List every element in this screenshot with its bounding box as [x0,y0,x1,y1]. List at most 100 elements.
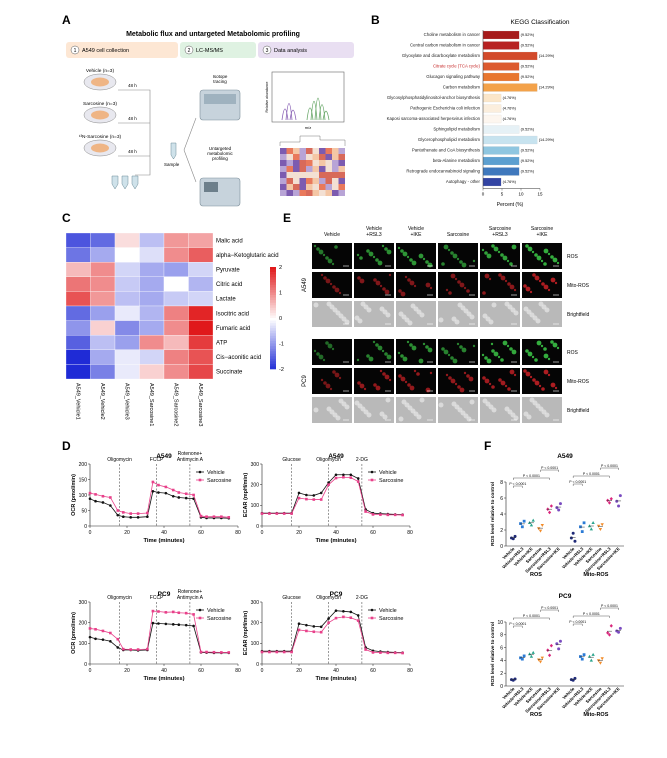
cell-signal [488,277,492,281]
cell-signal [547,357,551,361]
injection-label: Oligomycin [316,595,341,601]
cell-signal [509,262,513,266]
kegg-bar-value-label: (9.52%) [521,44,535,48]
cell-signal [409,258,413,262]
group-label: Vehicle (n=3) [86,68,115,74]
colorbar-segment [270,279,276,283]
kegg-title: KEGG Classification [511,19,570,26]
colorbar-segment [270,274,276,278]
series-point [116,637,120,641]
cell-signal [447,353,451,357]
cell-signal [543,353,549,359]
cell-signal [550,340,554,344]
series-point [151,489,155,493]
cell-signal [316,247,320,251]
mini-heatmap-cell [319,160,326,166]
heatmap-row-label: ATP [216,341,227,347]
series-point [151,480,155,484]
condition-label: Sarcosine +RSL3 [489,226,511,238]
kegg-x-tick-label: 0 [482,192,485,197]
colorbar-segment [270,320,276,324]
series-point [349,610,353,614]
series-point [109,496,112,499]
series-point [349,616,353,620]
ros-point [547,653,552,658]
p-value-label: P < 0.0001 [569,480,586,484]
series-point [192,624,195,628]
cell-signal [381,349,385,353]
legend-label: Sarcosine [379,478,403,484]
series-point [109,504,112,507]
kegg-category-label: Retrograde endocannabinoid signaling [406,169,480,174]
significance-bracket [540,469,559,472]
cell-signal [334,287,340,293]
cell-signal [507,387,511,391]
cell-signal [429,371,433,375]
injection-label: Glucose [282,457,301,463]
series-point [157,622,160,625]
p-value-label: P < 0.0001 [541,466,558,470]
series-line [89,481,229,518]
ms-ylabel: Relative abundance [265,81,269,112]
flow-lines [118,89,151,176]
mini-heatmap-cell [319,190,326,196]
heatmap-cell [65,232,91,248]
series-point [94,493,97,496]
legend-marker [370,470,374,474]
significance-bracket [572,483,583,486]
cell-signal [454,382,458,386]
cell-signal [366,307,372,313]
p-value-label: P < 0.0001 [583,472,600,476]
series-point [136,512,140,515]
cell-signal [316,352,320,356]
legend-marker [370,608,374,612]
cell-signal [547,288,551,292]
spectrum-peak [306,107,314,121]
x-tick-label: 0 [261,530,264,536]
lcms-instrument-icon [199,89,241,207]
series-point [157,491,160,494]
kegg-category-label: Kaposi sarcoma-associated herpesvirus in… [387,116,481,121]
mini-heatmap-cell [299,172,306,178]
cell-signal [443,349,449,355]
isotope-label: Isotope tracing [213,74,228,84]
ros-point [549,643,553,648]
cell-signal [457,280,461,284]
kegg-category-label: Sphingolipid metabolism [433,127,480,132]
y-tick-label: 8 [500,633,503,639]
cell-line-label: A549 [302,277,308,292]
mini-heatmap-cell [306,172,313,178]
x-axis-label: Time (minutes) [143,538,184,544]
heatmap-cell [114,291,140,307]
cell-signal [529,375,533,379]
heatmap-cell [65,276,91,292]
ros-point [529,654,534,658]
cell-signal [331,262,335,266]
cell-signal [416,414,422,420]
cell-signal [525,349,529,353]
cell-line-label: PC9 [302,375,308,387]
injection-label: Oligomycin [107,457,132,463]
heatmap-cell [139,335,165,350]
mini-heatmap-cell [312,184,319,190]
cell-signal [497,250,501,254]
colorbar-segment [270,330,276,334]
ros-point [600,523,604,527]
cell-signal [461,347,467,353]
series-point [101,638,105,641]
series-point [334,476,338,480]
cell-signal [540,259,544,263]
cell-signal [375,258,379,262]
cell-signal [468,376,474,382]
cell-signal [359,383,365,389]
cell-signal [438,317,444,323]
heatmap-row-label: Cis−aconitic acid [216,355,261,361]
cell-signal [556,261,560,265]
cell-signal [534,275,540,281]
series-point [319,491,323,495]
step-number: 3 [266,48,269,54]
ros-point [589,658,594,662]
mini-heatmap-cell [293,184,300,190]
cell-signal [547,252,551,256]
